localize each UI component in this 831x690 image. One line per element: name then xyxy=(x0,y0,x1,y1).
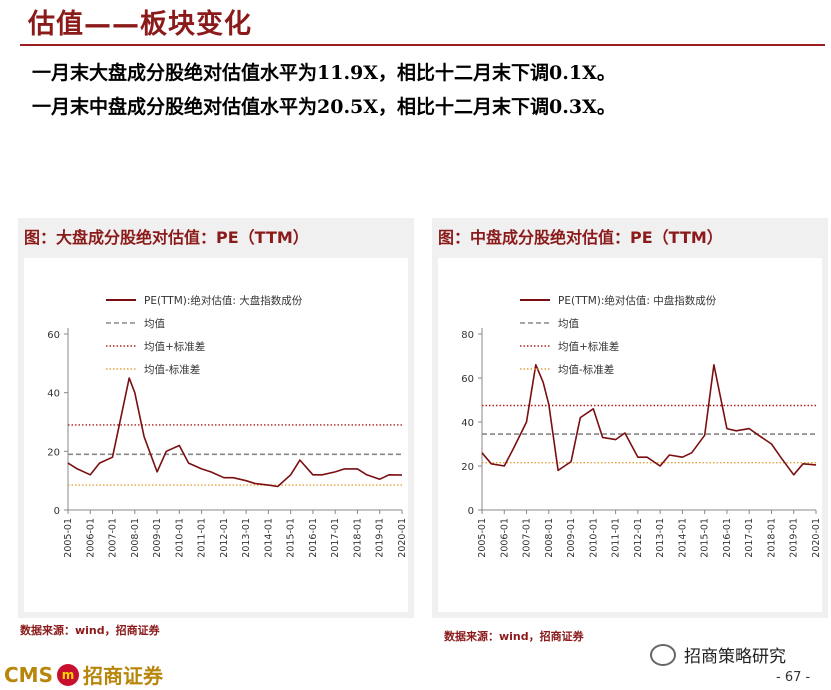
legend-label: 均值+标准差 xyxy=(558,340,619,353)
chart-area-mid-cap: 0 20 40 60 80 2005-01 2006-01 2007-01 2008-01 200… xyxy=(438,258,822,612)
wechat-account-name: 招商策略研究 xyxy=(684,647,786,667)
x-tick-label: 2009-01 xyxy=(152,518,163,558)
page-number: - 67 - xyxy=(776,670,811,685)
x-tick-label: 2012-01 xyxy=(633,518,644,558)
x-tick-label: 2017-01 xyxy=(330,518,341,558)
legend-label: 均值+标准差 xyxy=(144,340,205,353)
x-tick-label: 2010-01 xyxy=(174,518,185,558)
chart-title-large-cap: 图：大盘成分股绝对估值：PE（TTM） xyxy=(24,228,309,247)
x-tick-label: 2011-01 xyxy=(611,518,622,558)
x-tick-label: 2006-01 xyxy=(85,518,96,558)
x-tick-label: 2012-01 xyxy=(219,518,230,558)
x-tick-label: 2013-01 xyxy=(655,518,666,558)
chart-panel-mid-cap: 图：中盘成分股绝对估值：PE（TTM） 0 20 40 60 80 2005-01 2006… xyxy=(432,218,828,618)
x-tick-label: 2018-01 xyxy=(766,518,777,558)
pe-series-line xyxy=(67,377,403,488)
y-tick-label: 0 xyxy=(54,506,60,517)
x-tick-label: 2013-01 xyxy=(241,518,252,558)
x-tick-label: 2008-01 xyxy=(544,518,555,558)
x-tick-label: 2017-01 xyxy=(744,518,755,558)
legend-label: PE(TTM):绝对估值: 大盘指数成份 xyxy=(144,294,303,307)
y-tick-label: 40 xyxy=(461,418,474,429)
x-tick-label: 2018-01 xyxy=(352,518,363,558)
chart-title-mid-cap: 图：中盘成分股绝对估值：PE（TTM） xyxy=(438,228,723,247)
legend-label: 均值-标准差 xyxy=(144,363,200,376)
brand-text-right: 招商证券 xyxy=(82,664,163,688)
title-divider xyxy=(20,44,825,46)
chart-svg-mid-cap: 0 20 40 60 80 2005-01 2006-01 2007-01 2008-01 200… xyxy=(461,294,822,558)
x-tick-label: 2020-01 xyxy=(397,518,408,558)
x-tick-label: 2009-01 xyxy=(566,518,577,558)
pe-series-line xyxy=(481,364,817,476)
y-tick-label: 20 xyxy=(47,447,60,458)
x-tick-label: 2010-01 xyxy=(588,518,599,558)
chart-area-large-cap: 0 20 40 60 2005-01 2006-01 2007-01 2008-01 2009-… xyxy=(24,258,408,612)
legend-label: 均值 xyxy=(144,317,165,330)
summary-line-large-cap: 一月末大盘成分股绝对估值水平为11.9X，相比十二月末下调0.1X。 xyxy=(32,62,616,84)
x-tick-label: 2016-01 xyxy=(722,518,733,558)
y-tick-label: 40 xyxy=(47,389,60,400)
y-tick-label: 60 xyxy=(461,374,474,385)
legend-label: 均值 xyxy=(558,317,579,330)
x-tick-label: 2007-01 xyxy=(522,518,533,558)
source-note-left: 数据来源：wind，招商证券 xyxy=(20,624,160,637)
x-tick-label: 2015-01 xyxy=(700,518,711,558)
slide-title: 估值——板块变化 xyxy=(28,9,252,40)
brand-text-left: CMS xyxy=(4,662,53,687)
x-tick-label: 2020-01 xyxy=(811,518,822,558)
y-tick-label: 80 xyxy=(461,330,474,341)
legend-label: 均值-标准差 xyxy=(558,363,614,376)
brand-logo: CMS m 招商证券 xyxy=(4,660,163,689)
brand-badge-icon: m xyxy=(56,663,79,686)
x-tick-label: 2011-01 xyxy=(197,518,208,558)
y-tick-label: 60 xyxy=(47,330,60,341)
source-note-right: 数据来源：wind，招商证券 xyxy=(444,630,584,643)
legend-label: PE(TTM):绝对估值: 中盘指数成份 xyxy=(558,294,717,307)
x-tick-label: 2014-01 xyxy=(263,518,274,558)
x-tick-label: 2008-01 xyxy=(130,518,141,558)
x-tick-label: 2007-01 xyxy=(108,518,119,558)
wechat-account: 招商策略研究 xyxy=(650,642,786,667)
y-tick-label: 20 xyxy=(461,462,474,473)
wechat-icon xyxy=(650,643,676,666)
y-tick-label: 0 xyxy=(468,506,474,517)
chart-svg-large-cap: 0 20 40 60 2005-01 2006-01 2007-01 2008-01 2009-… xyxy=(47,294,408,558)
x-tick-label: 2019-01 xyxy=(789,518,800,558)
summary-line-mid-cap: 一月末中盘成分股绝对估值水平为20.5X，相比十二月末下调0.3X。 xyxy=(32,96,616,118)
x-tick-label: 2006-01 xyxy=(499,518,510,558)
x-tick-label: 2005-01 xyxy=(477,518,488,558)
x-tick-label: 2016-01 xyxy=(308,518,319,558)
x-tick-label: 2005-01 xyxy=(63,518,74,558)
x-tick-label: 2014-01 xyxy=(677,518,688,558)
chart-panel-large-cap: 图：大盘成分股绝对估值：PE（TTM） 0 20 40 60 2005-01 2006-0… xyxy=(18,218,414,618)
x-tick-label: 2015-01 xyxy=(286,518,297,558)
x-tick-label: 2019-01 xyxy=(375,518,386,558)
